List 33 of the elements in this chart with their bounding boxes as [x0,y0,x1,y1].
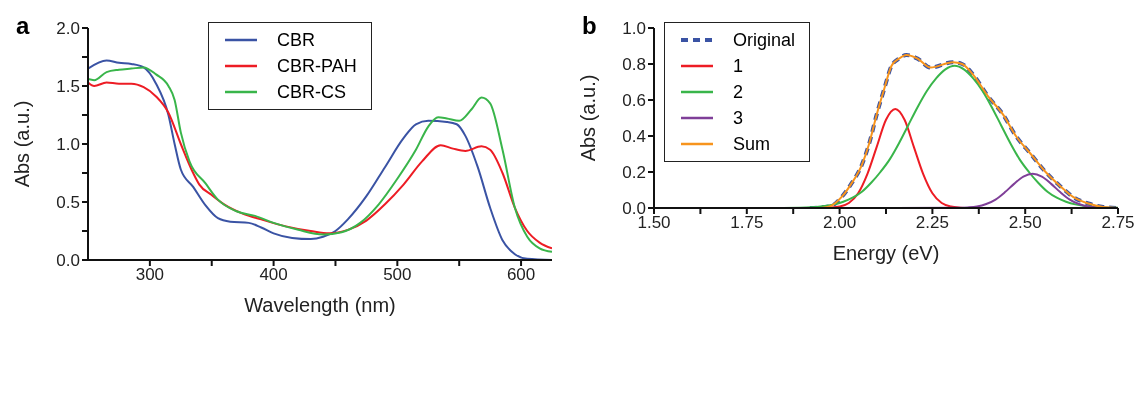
legend-label: CBR-CS [277,81,347,103]
x-tick-label: 2.25 [915,213,949,233]
legend-label: 3 [733,107,744,129]
legend-label: Sum [733,133,771,155]
y-tick-label: 0.0 [56,251,80,271]
x-tick-label: 400 [259,265,288,285]
chart-title: b [582,12,597,40]
x-tick-label: 300 [135,265,165,285]
y-tick-label: 0.4 [622,127,646,147]
x-axis-title: Wavelength (nm) [244,294,396,317]
y-tick-label: 1.5 [56,77,80,97]
y-tick-label: 1.0 [56,135,80,155]
x-tick-label: 2.00 [823,213,857,233]
x-tick-label: 600 [506,265,536,285]
y-tick-label: 0.5 [56,193,80,213]
x-tick-label: 500 [383,265,412,285]
legend-label: CBR [277,29,316,51]
y-tick-label: 0.2 [622,163,646,183]
y-tick-label: 2.0 [56,19,80,39]
x-axis-title: Energy (eV) [832,242,940,265]
x-tick-label: 1.75 [730,213,764,233]
legend-label: 2 [733,81,744,103]
y-axis-title: Abs (a.u.) [577,74,600,162]
legend-label: 1 [733,55,744,77]
y-tick-label: 0.6 [622,91,646,111]
y-tick-label: 1.0 [622,19,646,39]
chart-title: a [16,12,30,40]
x-tick-label: 2.75 [1101,213,1135,233]
y-tick-label: 0.8 [622,55,646,75]
y-axis-title: Abs (a.u.) [11,100,34,188]
legend-label: Original [733,29,796,51]
legend-label: CBR-PAH [277,55,357,77]
x-tick-label: 2.50 [1008,213,1042,233]
